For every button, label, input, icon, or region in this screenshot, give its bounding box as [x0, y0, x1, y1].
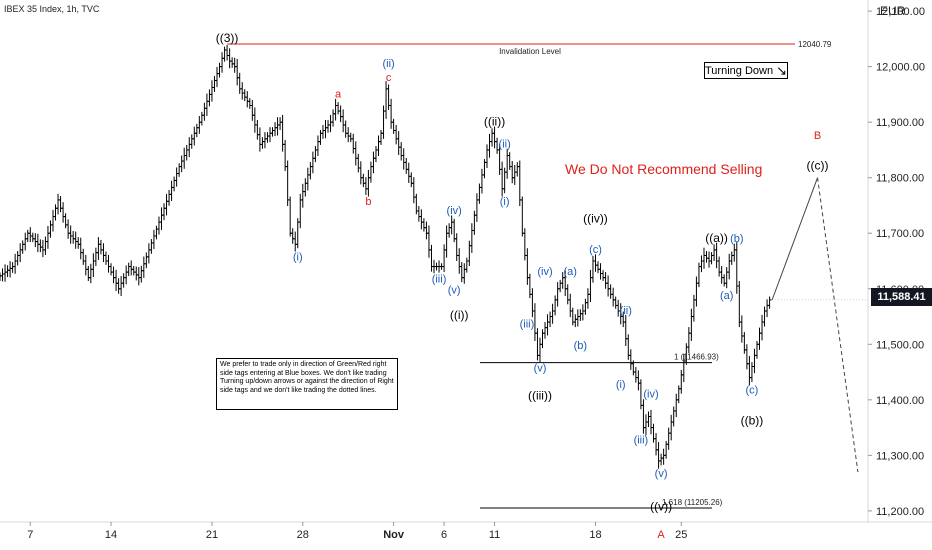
wave-label: ((a)) — [705, 231, 728, 245]
plot-area: Invalidation Level 12040.79 1 (11466.93) 1.… — [0, 31, 868, 541]
wave-label: (v) — [448, 285, 461, 297]
invalidation-label: Invalidation Level — [499, 47, 561, 56]
wave-label: (i) — [500, 196, 510, 208]
wave-label: (ii) — [382, 58, 394, 70]
wave-label: (a) — [564, 266, 577, 278]
wave-label: (c) — [746, 385, 759, 397]
wave-label: (i) — [293, 251, 303, 263]
x-tick-label: 11 — [489, 529, 500, 541]
wave-label: (i) — [616, 379, 626, 391]
x-axis: 7 14 21 28 Nov 6 11 18 25 — [0, 521, 932, 541]
wave-label: (ii) — [499, 138, 511, 150]
x-tick-label: 7 — [27, 529, 33, 541]
wave-label: (ii) — [620, 305, 632, 317]
fib-label: 1 (11466.93) — [674, 353, 719, 362]
x-tick-label: 6 — [441, 529, 447, 541]
wave-label: (iii) — [432, 274, 447, 286]
wave-label: ((3)) — [216, 31, 239, 45]
x-tick-label: 25 — [675, 529, 687, 541]
x-tick-label: 21 — [206, 529, 218, 541]
currency-label: EUR — [880, 4, 906, 18]
wave-label: (a) — [720, 290, 733, 302]
projection-down-line — [817, 177, 859, 473]
wave-label: ((ii)) — [484, 114, 505, 128]
chart-title: IBEX 35 Index, 1h, TVC — [4, 4, 100, 14]
fib-label: 1.618 (11205.26) — [662, 498, 723, 507]
trading-note: We prefer to trade only in direction of … — [216, 358, 398, 410]
turning-down-box: Turning Down ↘ — [704, 62, 788, 79]
y-tick-label: 11,400.00 — [876, 395, 924, 407]
x-tick-label: 18 — [589, 529, 601, 541]
wave-label: (c) — [589, 244, 602, 256]
wave-label: c — [386, 72, 392, 84]
y-tick-label: 11,700.00 — [876, 228, 924, 240]
wave-label: (iv) — [537, 266, 552, 278]
wave-label: B — [814, 130, 821, 142]
arrow-down-right-icon: ↘ — [776, 62, 787, 78]
wave-label: A — [657, 529, 665, 541]
wave-label: (iv) — [643, 388, 658, 400]
wave-label: (b) — [730, 233, 743, 245]
y-tick-label: 11,300.00 — [876, 450, 924, 462]
x-tick-label: Nov — [383, 529, 405, 541]
y-tick-label: 11,200.00 — [876, 506, 924, 518]
y-axis: 11,200.0011,300.0011,400.0011,500.0011,6… — [867, 0, 925, 522]
projection-up-line — [771, 177, 819, 301]
wave-label: ((v)) — [650, 499, 672, 513]
invalidation-value: 12040.79 — [798, 40, 832, 49]
wave-label: ((b)) — [741, 413, 764, 427]
wave-label: (iv) — [447, 205, 462, 217]
recommendation-text: We Do Not Recommend Selling — [565, 161, 763, 177]
y-tick-label: 11,900.00 — [876, 117, 924, 129]
turning-label: Turning Down — [705, 64, 774, 77]
current-price-tag: 11,588.41 — [871, 288, 932, 306]
x-tick-label: 28 — [297, 529, 309, 541]
wave-label: (v) — [655, 468, 668, 480]
wave-label: ((i)) — [450, 308, 469, 322]
wave-label: (b) — [574, 340, 587, 352]
y-tick-label: 12,100.00 — [876, 6, 925, 18]
wave-label: (iii) — [634, 435, 649, 447]
wave-label: (iii) — [520, 319, 535, 331]
wave-label: (v) — [534, 362, 547, 374]
x-tick-label: 14 — [105, 529, 117, 541]
wave-label: b — [365, 196, 371, 208]
y-tick-label: 12,000.00 — [876, 62, 925, 74]
wave-label: ((iii)) — [528, 388, 552, 402]
y-tick-label: 11,500.00 — [876, 339, 924, 351]
wave-label: ((iv)) — [583, 211, 608, 225]
wave-label: a — [335, 89, 342, 101]
y-tick-label: 11,800.00 — [876, 173, 924, 185]
wave-label: ((c)) — [807, 159, 829, 173]
